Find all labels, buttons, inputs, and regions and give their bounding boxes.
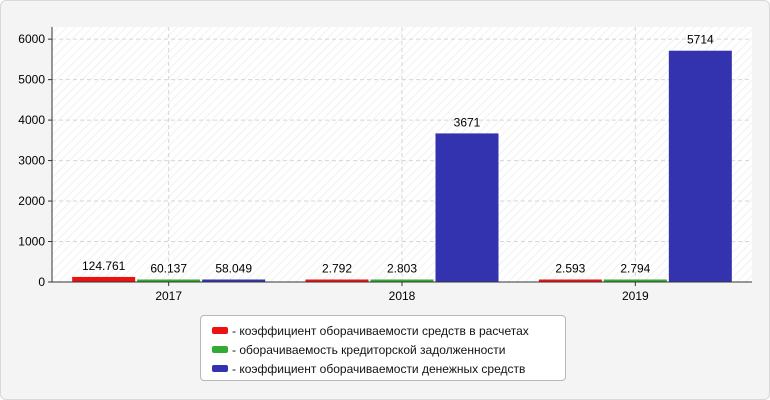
y-tick-label: 5000: [18, 73, 45, 87]
legend-label: - коэффициент оборачиваемости средств в …: [232, 323, 529, 338]
data-label: 5714: [687, 33, 714, 47]
legend-label: - оборачиваемость кредиторской задолженн…: [232, 342, 506, 357]
legend-swatch-blue: [212, 365, 228, 372]
data-label: 2.794: [620, 262, 650, 276]
bar: [370, 279, 434, 282]
legend: - коэффициент оборачиваемости средств в …: [200, 315, 566, 381]
y-tick-label: 1000: [18, 235, 45, 249]
bar: [305, 279, 369, 282]
data-label: 124.761: [82, 259, 126, 273]
x-tick-label: 2017: [155, 289, 182, 303]
data-label: 2.803: [387, 262, 417, 276]
bar: [435, 133, 499, 282]
x-tick-label: 2018: [389, 289, 416, 303]
axes: 0 1000 2000 3000 4000 5000 6000 2017 2018 2019: [18, 27, 752, 303]
legend-item: - коэффициент оборачиваемости средств в …: [212, 321, 565, 340]
bars: [72, 50, 732, 282]
y-tick-label: 3000: [18, 154, 45, 168]
legend-swatch-red: [212, 327, 228, 334]
grid: [52, 27, 752, 282]
bar: [538, 279, 602, 282]
legend-item: - коэффициент оборачиваемости денежных с…: [212, 359, 565, 378]
data-label: 60.137: [150, 262, 187, 276]
legend-label: - коэффициент оборачиваемости денежных с…: [232, 361, 526, 376]
data-label: 58.049: [215, 262, 252, 276]
data-label: 2.593: [555, 262, 585, 276]
bar: [202, 279, 266, 282]
bar: [137, 279, 201, 282]
data-label: 3671: [454, 115, 481, 129]
data-labels: 124.761 60.137 58.049 2.792 2.803 3671 2.593 2.…: [82, 33, 714, 276]
legend-item: - оборачиваемость кредиторской задолженн…: [212, 340, 565, 359]
data-label: 2.792: [322, 262, 352, 276]
bar: [668, 50, 732, 282]
y-tick-label: 0: [38, 275, 45, 289]
bar: [603, 279, 667, 282]
x-tick-label: 2019: [622, 289, 649, 303]
y-tick-label: 4000: [18, 113, 45, 127]
y-tick-label: 2000: [18, 194, 45, 208]
y-tick-label: 6000: [18, 32, 45, 46]
bar: [72, 276, 136, 282]
legend-swatch-green: [212, 346, 228, 353]
